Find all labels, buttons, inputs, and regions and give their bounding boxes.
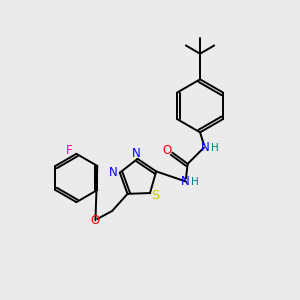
Text: F: F <box>66 144 72 157</box>
Text: O: O <box>163 144 172 157</box>
Text: S: S <box>151 189 160 202</box>
Text: O: O <box>91 214 100 227</box>
Text: H: H <box>191 176 199 187</box>
Text: N: N <box>181 175 190 188</box>
Text: N: N <box>109 166 118 178</box>
Text: N: N <box>132 147 140 160</box>
Text: H: H <box>211 142 219 153</box>
Text: N: N <box>201 141 210 154</box>
